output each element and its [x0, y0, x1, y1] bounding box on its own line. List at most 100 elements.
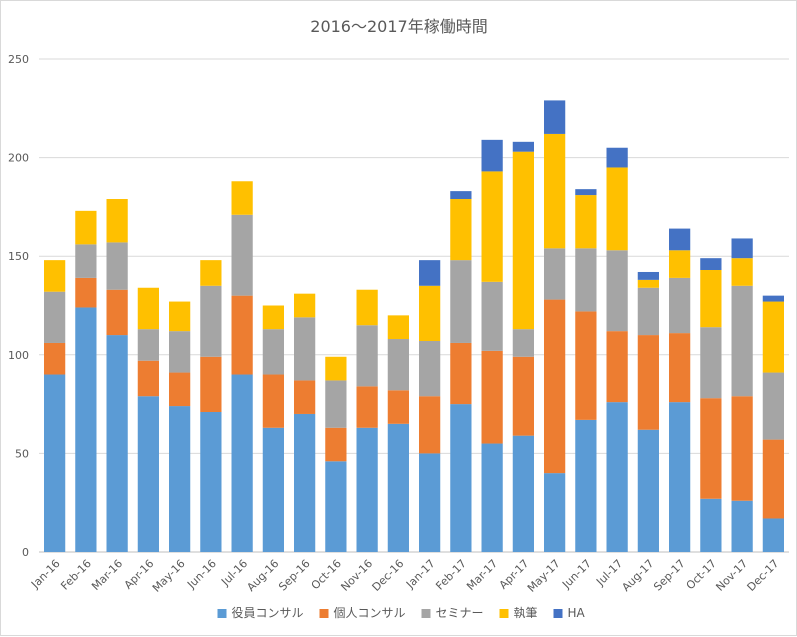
- bar-Sep-16-series-1: [294, 380, 316, 414]
- bar-Mar-17-series-4: [481, 139, 503, 172]
- bar-Sep-17-series-4: [669, 228, 691, 251]
- x-tick-label: Nov-16: [338, 557, 375, 594]
- bar-May-17-series-0: [544, 473, 566, 552]
- x-tick-label: Oct-16: [309, 557, 344, 592]
- bar-Apr-17-series-4: [512, 141, 534, 152]
- legend-swatch: [553, 609, 563, 618]
- legend-item-4[interactable]: HA: [553, 606, 586, 620]
- x-tick-label: Sep-17: [651, 557, 688, 594]
- bar-Sep-17-series-2: [669, 277, 691, 334]
- bar-Jul-17-series-3: [606, 167, 628, 251]
- bar-Dec-16-series-1: [387, 390, 409, 424]
- bar-Oct-16-series-2: [325, 380, 347, 428]
- bar-Mar-16-series-2: [106, 242, 128, 290]
- legend-label: 個人コンサル: [334, 606, 406, 620]
- bar-Nov-17-series-0: [731, 500, 753, 552]
- legend-label: セミナー: [436, 606, 484, 620]
- bar-Jul-17-series-4: [606, 147, 628, 168]
- x-tick-label: Oct-17: [684, 557, 719, 592]
- y-tick-label: 250: [8, 53, 29, 66]
- bar-Aug-16-series-0: [262, 427, 284, 552]
- legend-item-2[interactable]: セミナー: [421, 606, 484, 620]
- bar-Aug-16-series-3: [262, 305, 284, 330]
- bar-Jun-17-series-4: [575, 189, 597, 196]
- bar-Jun-16-series-2: [200, 285, 222, 357]
- bar-May-17-series-2: [544, 248, 566, 300]
- y-axis-ticks: 0 50 100 150 200 250: [8, 53, 29, 559]
- bar-Apr-16-series-1: [137, 360, 159, 397]
- bar-May-16-series-1: [169, 372, 191, 407]
- bar-Apr-16-series-3: [137, 287, 159, 330]
- bar-Nov-17-series-3: [731, 258, 753, 286]
- bar-Aug-17-series-0: [637, 429, 659, 552]
- legend-swatch: [217, 609, 227, 618]
- bar-Mar-17-series-1: [481, 350, 503, 444]
- bar-Jun-17-series-0: [575, 419, 597, 552]
- x-tick-label: Feb-17: [433, 557, 469, 593]
- legend-swatch: [421, 609, 431, 618]
- bar-Sep-17-series-3: [669, 250, 691, 278]
- bar-Nov-16-series-1: [356, 386, 378, 428]
- bar-Aug-16-series-1: [262, 374, 284, 428]
- bar-Aug-17-series-1: [637, 335, 659, 430]
- bar-Jul-17-series-2: [606, 250, 628, 332]
- bar-Sep-17-series-1: [669, 333, 691, 403]
- bar-Nov-16-series-3: [356, 289, 378, 326]
- bar-Feb-16-series-2: [75, 244, 97, 278]
- bar-Mar-16-series-1: [106, 289, 128, 336]
- legend-item-0[interactable]: 役員コンサル: [217, 605, 304, 620]
- bar-May-16-series-0: [169, 406, 191, 552]
- bar-Oct-17-series-3: [700, 270, 722, 328]
- legend[interactable]: 役員コンサル 個人コンサル セミナー 執筆 HA: [217, 605, 586, 620]
- bar-Jan-16-series-3: [44, 260, 66, 292]
- bar-Mar-16-series-3: [106, 199, 128, 243]
- legend-label: 執筆: [514, 606, 538, 620]
- legend-item-1[interactable]: 個人コンサル: [319, 606, 406, 620]
- legend-label: 役員コンサル: [232, 605, 304, 620]
- legend-label: HA: [568, 606, 586, 620]
- gridlines: [39, 58, 789, 553]
- bar-May-16-series-3: [169, 301, 191, 332]
- legend-swatch: [499, 609, 509, 618]
- chart-title: 2016～2017年稼働時間: [310, 17, 487, 36]
- bar-May-17-series-1: [544, 299, 566, 474]
- bar-Jul-16-series-0: [231, 374, 253, 552]
- bar-Aug-17-series-4: [637, 271, 659, 280]
- x-tick-label: Jan-16: [28, 557, 63, 592]
- bar-Dec-16-series-3: [387, 315, 409, 340]
- x-tick-label: Nov-17: [713, 557, 750, 594]
- bar-Jan-16-series-2: [44, 291, 66, 343]
- x-tick-label: May-16: [150, 557, 188, 595]
- bar-Sep-16-series-0: [294, 413, 316, 552]
- x-tick-label: Dec-16: [370, 557, 407, 594]
- bar-Jan-17-series-3: [419, 285, 441, 341]
- bar-Aug-17-series-3: [637, 279, 659, 288]
- bar-Jul-17-series-0: [606, 402, 628, 552]
- y-tick-label: 50: [15, 447, 29, 460]
- bar-Oct-17-series-0: [700, 498, 722, 552]
- legend-swatch: [319, 609, 329, 618]
- bar-Apr-17-series-0: [512, 435, 534, 552]
- y-tick-label: 150: [8, 250, 29, 263]
- bar-Dec-17-series-2: [762, 372, 784, 440]
- y-tick-label: 100: [8, 349, 29, 362]
- bar-Jun-16-series-3: [200, 260, 222, 286]
- bar-Jul-16-series-1: [231, 295, 253, 375]
- x-tick-label: Aug-16: [244, 557, 281, 594]
- bar-Nov-16-series-2: [356, 325, 378, 387]
- bar-May-17-series-4: [544, 100, 566, 134]
- bar-Feb-17-series-0: [450, 404, 472, 552]
- y-tick-label: 0: [22, 546, 29, 559]
- x-tick-label: Mar-16: [89, 557, 125, 593]
- legend-item-3[interactable]: 執筆: [499, 606, 538, 620]
- bar-Nov-17-series-4: [731, 238, 753, 259]
- bar-Dec-16-series-0: [387, 423, 409, 552]
- bar-Mar-17-series-3: [481, 171, 503, 282]
- bar-Nov-16-series-0: [356, 427, 378, 552]
- y-tick-label: 200: [8, 152, 29, 165]
- bar-Mar-16-series-0: [106, 335, 128, 552]
- bar-Sep-17-series-0: [669, 402, 691, 552]
- bar-Aug-16-series-2: [262, 329, 284, 375]
